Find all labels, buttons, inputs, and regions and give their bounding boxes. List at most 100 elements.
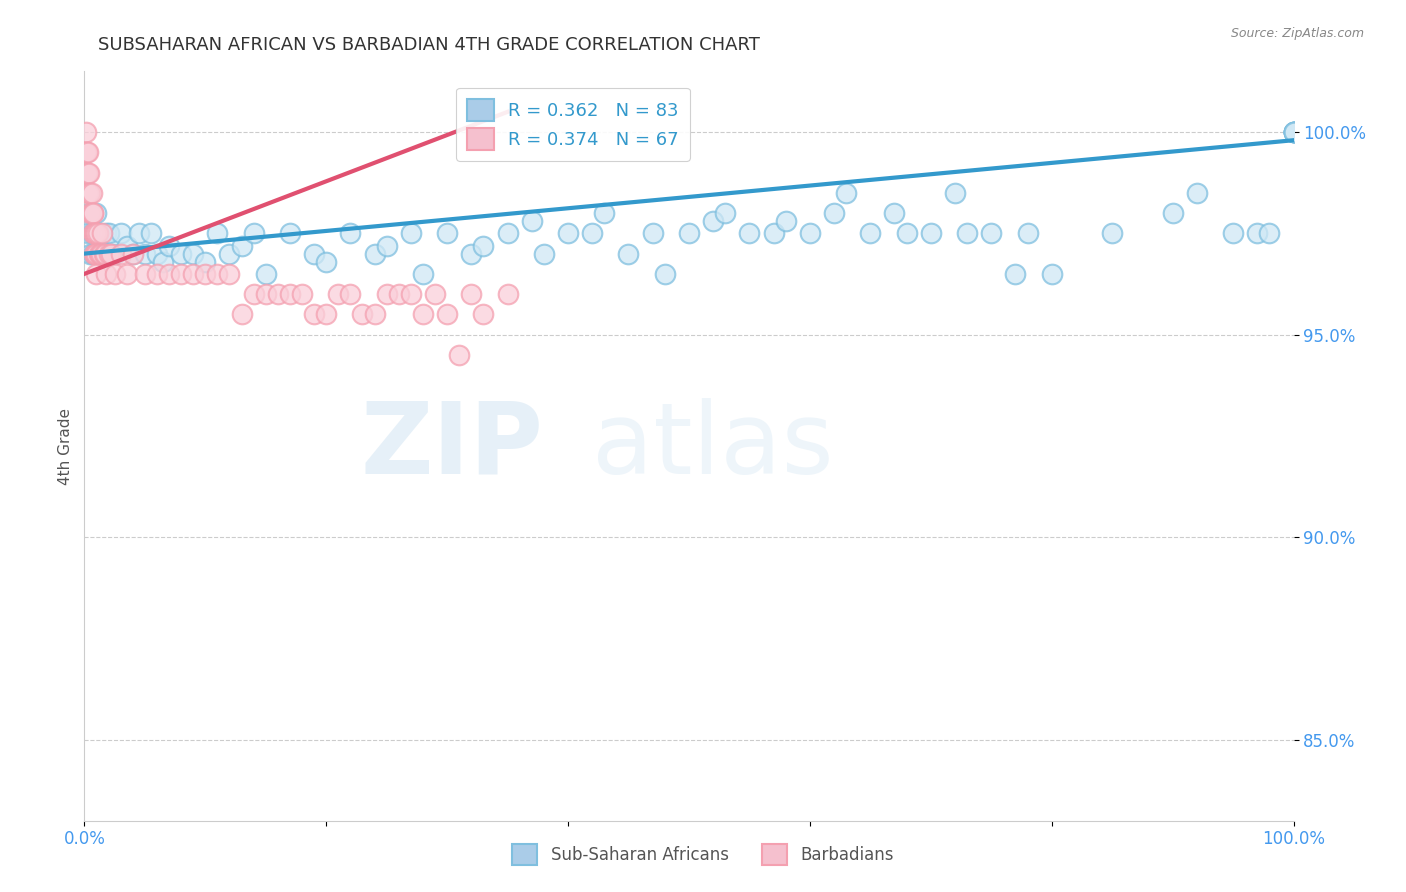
Point	[291, 287, 314, 301]
Point	[896, 227, 918, 241]
Point	[799, 227, 821, 241]
Point	[82, 206, 104, 220]
Point	[315, 254, 337, 268]
Point	[533, 246, 555, 260]
Point	[146, 246, 169, 260]
Point	[339, 227, 361, 241]
Point	[79, 246, 101, 260]
Point	[94, 267, 117, 281]
Point	[77, 186, 100, 200]
Point	[315, 307, 337, 321]
Point	[823, 206, 845, 220]
Point	[115, 267, 138, 281]
Point	[472, 307, 495, 321]
Point	[1282, 125, 1305, 139]
Point	[79, 206, 101, 220]
Point	[472, 238, 495, 252]
Text: SUBSAHARAN AFRICAN VS BARBADIAN 4TH GRADE CORRELATION CHART: SUBSAHARAN AFRICAN VS BARBADIAN 4TH GRAD…	[98, 36, 761, 54]
Point	[82, 206, 104, 220]
Point	[83, 227, 105, 241]
Point	[194, 267, 217, 281]
Point	[654, 267, 676, 281]
Point	[1101, 227, 1123, 241]
Point	[89, 246, 111, 260]
Point	[121, 246, 143, 260]
Point	[84, 246, 107, 260]
Point	[423, 287, 446, 301]
Point	[496, 287, 519, 301]
Point	[76, 145, 98, 160]
Point	[76, 166, 98, 180]
Point	[115, 238, 138, 252]
Point	[835, 186, 858, 200]
Point	[207, 227, 229, 241]
Point	[1282, 125, 1305, 139]
Point	[254, 267, 277, 281]
Point	[980, 227, 1002, 241]
Point	[82, 246, 104, 260]
Point	[641, 227, 664, 241]
Point	[242, 287, 264, 301]
Point	[146, 267, 169, 281]
Point	[87, 227, 110, 241]
Point	[714, 206, 737, 220]
Point	[278, 227, 301, 241]
Point	[134, 246, 156, 260]
Point	[218, 246, 240, 260]
Point	[762, 227, 785, 241]
Point	[110, 246, 132, 260]
Point	[1222, 227, 1244, 241]
Point	[181, 246, 204, 260]
Point	[80, 227, 103, 241]
Point	[93, 246, 115, 260]
Point	[86, 227, 108, 241]
Y-axis label: 4th Grade: 4th Grade	[58, 408, 73, 484]
Point	[231, 238, 253, 252]
Point	[557, 227, 579, 241]
Point	[84, 227, 107, 241]
Point	[77, 166, 100, 180]
Point	[1258, 227, 1281, 241]
Point	[77, 145, 100, 160]
Text: Source: ZipAtlas.com: Source: ZipAtlas.com	[1230, 27, 1364, 40]
Point	[412, 307, 434, 321]
Point	[1161, 206, 1184, 220]
Legend: Sub-Saharan Africans, Barbadians: Sub-Saharan Africans, Barbadians	[502, 834, 904, 875]
Point	[352, 307, 374, 321]
Point	[207, 267, 229, 281]
Point	[1246, 227, 1268, 241]
Point	[86, 227, 108, 241]
Point	[375, 287, 398, 301]
Point	[775, 214, 797, 228]
Point	[157, 267, 180, 281]
Point	[593, 206, 616, 220]
Point	[139, 227, 162, 241]
Point	[302, 246, 325, 260]
Point	[97, 227, 120, 241]
Point	[170, 267, 193, 281]
Point	[77, 166, 100, 180]
Point	[75, 145, 97, 160]
Point	[87, 246, 110, 260]
Point	[86, 206, 108, 220]
Point	[1185, 186, 1208, 200]
Point	[91, 227, 114, 241]
Point	[943, 186, 966, 200]
Point	[80, 186, 103, 200]
Point	[104, 267, 127, 281]
Point	[278, 287, 301, 301]
Point	[617, 246, 640, 260]
Legend: R = 0.362   N = 83, R = 0.374   N = 67: R = 0.362 N = 83, R = 0.374 N = 67	[456, 88, 690, 161]
Point	[97, 246, 120, 260]
Point	[75, 125, 97, 139]
Point	[104, 246, 127, 260]
Point	[86, 227, 108, 241]
Point	[581, 227, 603, 241]
Point	[218, 267, 240, 281]
Point	[363, 307, 385, 321]
Point	[181, 267, 204, 281]
Text: atlas: atlas	[592, 398, 834, 494]
Point	[91, 246, 114, 260]
Point	[134, 267, 156, 281]
Point	[128, 227, 150, 241]
